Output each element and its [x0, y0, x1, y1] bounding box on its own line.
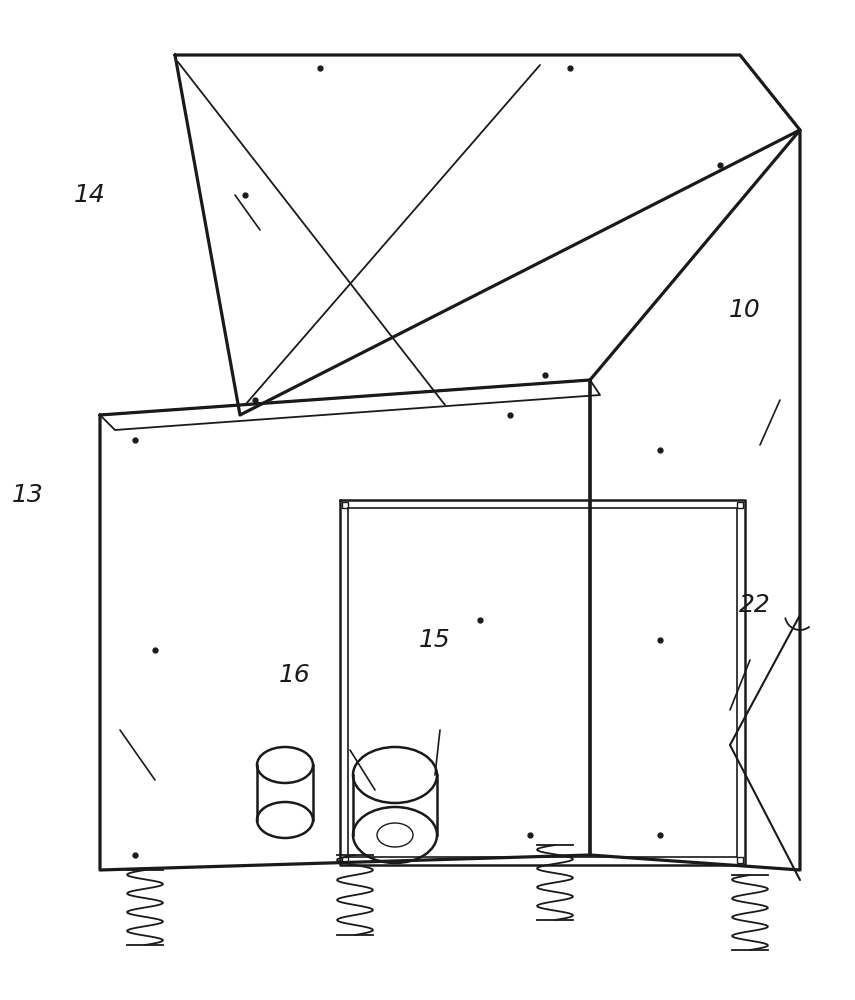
Text: 22: 22 [739, 593, 771, 617]
Text: 15: 15 [419, 628, 451, 652]
Text: 16: 16 [279, 663, 311, 687]
Text: 14: 14 [74, 183, 106, 207]
Text: 13: 13 [12, 483, 44, 507]
Text: 10: 10 [729, 298, 761, 322]
